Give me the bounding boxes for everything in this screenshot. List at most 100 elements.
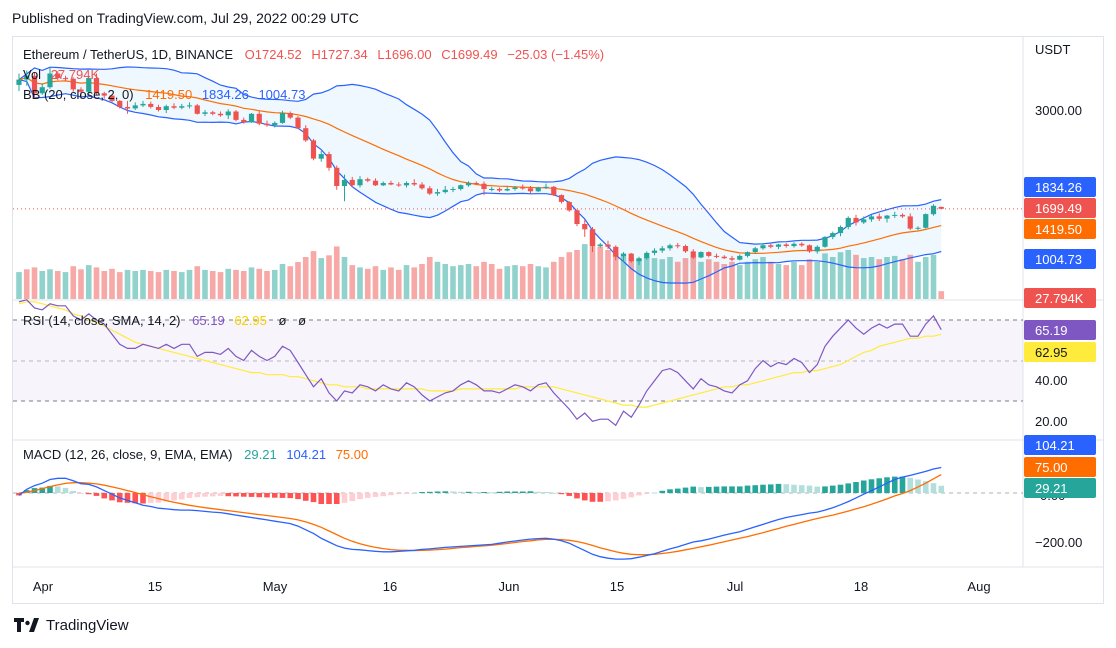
volume-bar	[853, 254, 859, 299]
time-axis-label: Aug	[967, 579, 990, 594]
macd-signal-value: 75.00	[336, 447, 369, 462]
macd-histogram-bar	[78, 493, 84, 494]
volume-bar	[845, 250, 852, 299]
candle-body	[822, 236, 828, 247]
volume-bar	[78, 269, 84, 299]
candle-body	[783, 244, 789, 246]
candle-body	[489, 189, 495, 190]
candle-body	[194, 105, 200, 114]
macd-histogram-bar	[326, 493, 332, 504]
volume-bar	[822, 253, 828, 299]
volume-bar	[798, 265, 805, 299]
bb-legend: BB (20, close, 2, 0) 1419.50 1834.26 100…	[23, 87, 305, 102]
macd-histogram-bar	[411, 492, 418, 494]
price-badge: 29.21	[1024, 478, 1096, 498]
macd-histogram-bar	[147, 493, 154, 503]
volume-bar	[209, 271, 216, 299]
macd-histogram-bar	[736, 486, 743, 493]
candlesticks[interactable]	[16, 67, 944, 265]
candle-body	[16, 79, 22, 85]
chart-frame[interactable]: USDT 3000.00 40.00 20.00 0.00 −200.00 Ap…	[12, 36, 1104, 604]
candle-body	[117, 100, 123, 107]
candle-body	[737, 255, 743, 260]
candle-body	[233, 111, 239, 120]
candle-body	[318, 154, 324, 159]
macd-histogram-bar	[822, 486, 828, 493]
candle-body	[465, 183, 472, 186]
bb-lower-line	[18, 79, 942, 284]
volume-bars	[16, 229, 945, 299]
volume-bar	[178, 272, 185, 299]
bollinger-lines	[18, 66, 942, 284]
volume-bar	[860, 258, 867, 299]
macd-histogram-bar	[814, 486, 821, 493]
candle-body	[403, 183, 410, 186]
macd-histogram-bar	[891, 476, 898, 493]
volume-bar	[39, 271, 46, 299]
macd-histogram-bar	[512, 491, 518, 493]
volume-bar	[31, 267, 38, 299]
macd-histogram-bar	[349, 493, 356, 502]
macd-histogram-bar	[667, 489, 673, 493]
volume-bar	[116, 272, 123, 299]
candle-body	[682, 246, 689, 252]
candle-body	[520, 187, 526, 189]
time-axis-label: Jun	[499, 579, 520, 594]
chart-canvas[interactable]: USDT 3000.00 40.00 20.00 0.00 −200.00 Ap…	[13, 37, 1103, 603]
macd-histogram-bar	[465, 491, 472, 493]
ohlc-high: H1727.34	[311, 47, 367, 62]
macd-histogram-bar	[930, 483, 937, 493]
macd-line	[18, 466, 942, 560]
candle-body	[806, 245, 813, 252]
time-axis[interactable]: Apr 15 May 16 Jun 15 Jul 18 Aug	[33, 579, 991, 594]
price-badge: 65.19	[1024, 320, 1096, 340]
macd-histogram-bar	[426, 491, 433, 493]
rsi-tick-label: 20.00	[1035, 414, 1068, 429]
macd-histogram-bar	[155, 493, 162, 503]
macd-histogram-bar	[93, 493, 100, 496]
volume-bar	[124, 269, 131, 299]
candle-body	[24, 75, 30, 80]
rsi-legend: RSI (14, close, SMA, 14, 2) 65.19 62.95 …	[23, 313, 306, 328]
macd-histogram-bar	[829, 485, 836, 493]
macd-histogram-bar	[442, 491, 449, 493]
volume-bar	[302, 257, 309, 299]
price-badge: 62.95	[1024, 342, 1096, 362]
volume-bar	[876, 259, 883, 299]
volume-bar	[23, 269, 30, 299]
volume-bar	[279, 264, 286, 299]
price-badges: 1834.26 1699.49 1419.50 1004.73 27.794K 65.19…	[1024, 177, 1096, 498]
volume-bar	[713, 261, 720, 299]
candle-body	[721, 256, 727, 259]
volume-bar	[736, 265, 743, 299]
candle-body	[845, 217, 851, 227]
volume-bar	[248, 267, 255, 299]
candle-body	[148, 103, 154, 107]
candle-body	[644, 252, 650, 259]
volume-bar	[202, 269, 208, 299]
candle-body	[473, 183, 479, 184]
tradingview-footer[interactable]: TradingView	[14, 617, 129, 634]
volume-bar	[667, 257, 673, 299]
candle-body	[930, 205, 937, 215]
volume-bar	[868, 257, 875, 299]
macd-histogram-bar	[791, 484, 797, 493]
macd-histogram-bar	[636, 493, 642, 496]
price-badge-bg	[1024, 435, 1096, 455]
rsi-ma-line	[18, 301, 942, 408]
volume-bar	[264, 271, 270, 299]
macd-histogram-bar	[589, 493, 596, 502]
macd-histogram-bar	[798, 485, 805, 493]
candle-body	[620, 253, 627, 257]
macd-histogram-bar	[876, 478, 883, 493]
candle-body	[341, 179, 348, 186]
macd-histogram-bar	[496, 491, 503, 493]
macd-histogram-bar	[938, 485, 945, 493]
volume-bar	[512, 265, 518, 299]
macd-label: MACD (12, 26, close, 9, EMA, EMA)	[23, 447, 233, 462]
rsi-label: RSI (14, close, SMA, 14, 2)	[23, 313, 181, 328]
price-badge-label: 27.794K	[1035, 291, 1084, 306]
volume-bar	[434, 261, 441, 299]
candle-body	[303, 128, 309, 141]
time-axis-label: 16	[383, 579, 397, 594]
